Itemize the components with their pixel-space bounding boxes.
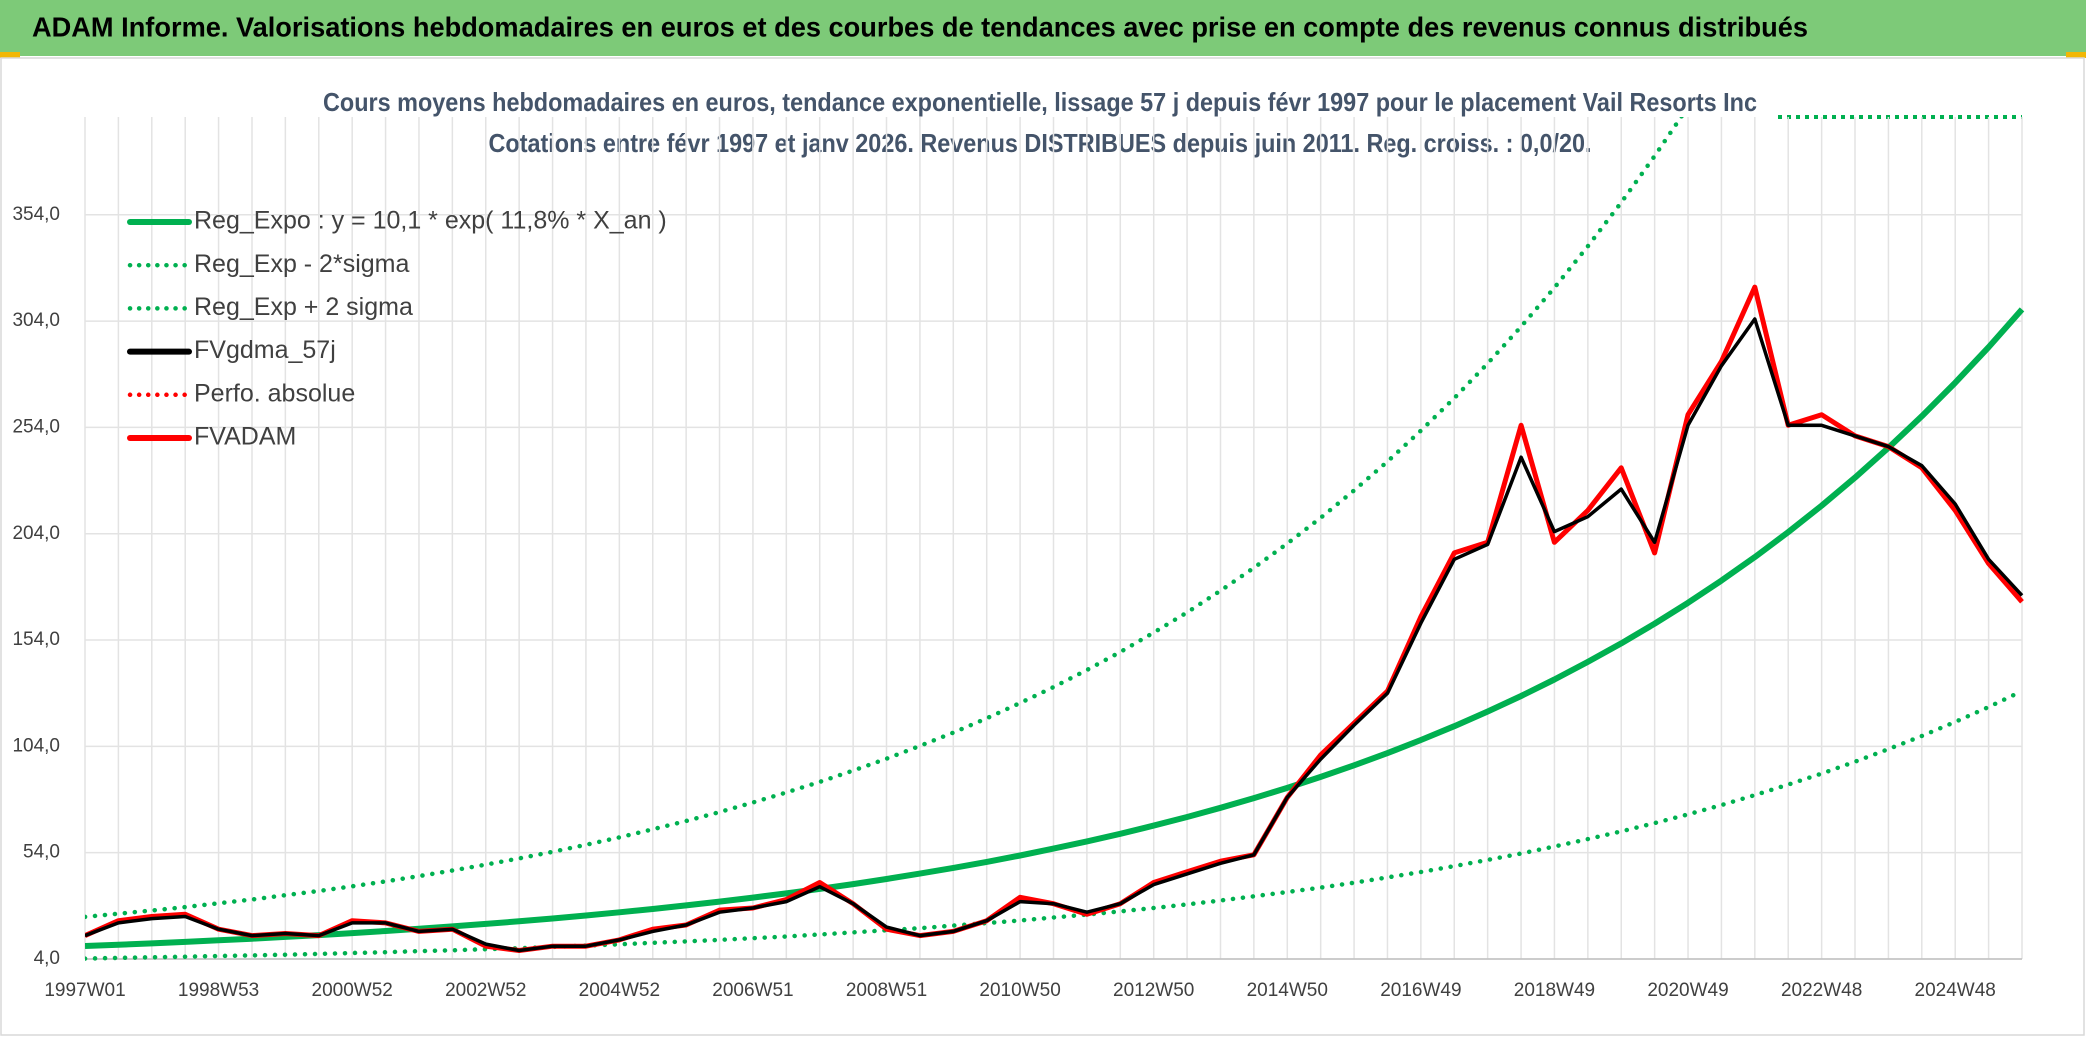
plot-area (85, 117, 2025, 961)
x-tick-label: 2018W49 (1514, 980, 1595, 1001)
corner-mark (0, 52, 20, 58)
x-tick-label: 2000W52 (312, 980, 393, 1001)
legend-label: Reg_Expo : y = 10,1 * exp( 11,8% * X_an … (194, 207, 667, 235)
series-line (85, 117, 1684, 920)
axis-labels: 4,0 54,0 104,0 154,0 204,0 254,0 304,0 354,0 199… (12, 204, 1995, 1001)
x-tick-label: 2002W52 (445, 980, 526, 1001)
series-line (85, 317, 2024, 953)
y-tick-label: 104,0 (12, 735, 60, 756)
legend-label: Perfo. absolue (194, 379, 355, 407)
grid (84, 117, 2023, 960)
x-tick-label: 1998W53 (178, 980, 259, 1001)
legend-label: Reg_Exp - 2*sigma (194, 250, 409, 278)
x-tick-label: 2008W51 (846, 980, 927, 1001)
y-tick-label: 154,0 (12, 629, 60, 650)
chart-subtitle: Cours moyens hebdomadaires en euros, ten… (323, 87, 1757, 117)
y-tick-label: 354,0 (12, 204, 60, 225)
x-tick-label: 2016W49 (1380, 980, 1461, 1001)
x-tick-label: 2020W49 (1647, 980, 1728, 1001)
x-tick-label: 1997W01 (44, 980, 125, 1001)
legend-label: FVADAM (194, 423, 296, 451)
corner-mark (2066, 52, 2086, 58)
chart-frame (0, 57, 2085, 1036)
x-tick-label: 2010W50 (979, 980, 1060, 1001)
x-tick-label: 2022W48 (1781, 980, 1862, 1001)
legend: Reg_Expo : y = 10,1 * exp( 11,8% * X_an … (127, 207, 667, 451)
y-tick-label: 304,0 (12, 310, 60, 331)
title-bar (0, 0, 2086, 56)
y-tick-label: 4,0 (34, 948, 60, 969)
x-tick-label: 2004W52 (579, 980, 660, 1001)
x-tick-label: 2006W51 (712, 980, 793, 1001)
chart-subtitle: Cotations entre févr 1997 et janv 2026. … (489, 128, 1592, 158)
x-tick-label: 2014W50 (1247, 980, 1328, 1001)
legend-label: Reg_Exp + 2 sigma (194, 293, 413, 321)
y-tick-label: 54,0 (23, 842, 60, 863)
x-tick-label: 2012W50 (1113, 980, 1194, 1001)
chart-title: ADAM Informe. Valorisations hebdomadaire… (32, 11, 1808, 42)
series-line (85, 688, 2025, 961)
y-tick-label: 254,0 (12, 416, 60, 437)
x-tick-label: 2024W48 (1915, 980, 1996, 1001)
y-tick-label: 204,0 (12, 523, 60, 544)
legend-label: FVgdma_57j (194, 336, 336, 364)
